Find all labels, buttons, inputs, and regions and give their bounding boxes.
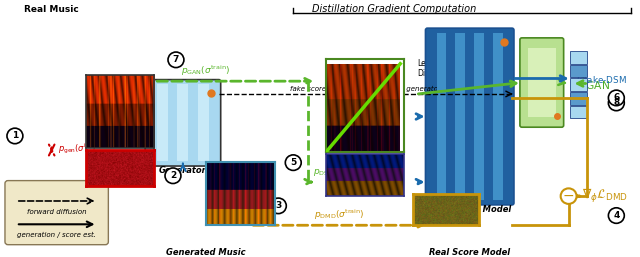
Circle shape [609,90,624,106]
FancyBboxPatch shape [520,38,564,127]
FancyBboxPatch shape [436,33,446,200]
Text: Least-Squares
Discriminator: Least-Squares Discriminator [417,59,472,78]
Text: $p_{\mathrm{DSM}}(\sigma^{\mathrm{train/inf}})$: $p_{\mathrm{DSM}}(\sigma^{\mathrm{train/… [313,165,372,179]
FancyBboxPatch shape [570,78,586,91]
Text: $p_{\mathrm{GAN}}(\sigma^{\mathrm{train}})$: $p_{\mathrm{GAN}}(\sigma^{\mathrm{train}… [181,64,230,78]
Circle shape [285,155,301,170]
Text: 7: 7 [173,55,179,64]
Circle shape [561,188,577,204]
Text: Generated Music: Generated Music [166,247,246,256]
Text: Fake Score Model: Fake Score Model [429,205,511,214]
Text: forward diffusion: forward diffusion [27,209,86,215]
FancyBboxPatch shape [426,28,514,205]
FancyBboxPatch shape [145,80,221,166]
FancyBboxPatch shape [528,48,556,117]
Text: $p_{\mathrm{DMD}}(\sigma^{\mathrm{train}})$: $p_{\mathrm{DMD}}(\sigma^{\mathrm{train}… [314,208,364,222]
Text: generation / score est.: generation / score est. [17,232,96,238]
FancyBboxPatch shape [493,33,503,200]
Text: 3: 3 [275,201,282,210]
Circle shape [168,52,184,68]
Text: $p_{\mathrm{gen}}(\sigma^{\mathrm{inf}})$: $p_{\mathrm{gen}}(\sigma^{\mathrm{inf}})… [58,142,95,156]
Text: fake score model tracks score of generator: fake score model tracks score of generat… [290,86,441,92]
Circle shape [270,198,286,214]
FancyBboxPatch shape [198,85,209,161]
Circle shape [609,95,624,111]
Text: Distillation Gradient Computation: Distillation Gradient Computation [312,4,477,14]
FancyBboxPatch shape [456,33,465,200]
Circle shape [165,168,181,183]
Circle shape [7,128,23,144]
Text: −: − [563,189,575,203]
Text: Real Score Model: Real Score Model [429,247,510,256]
FancyBboxPatch shape [177,85,188,161]
FancyBboxPatch shape [157,85,168,161]
Text: 1: 1 [12,131,18,140]
FancyBboxPatch shape [570,106,586,118]
Text: 6: 6 [613,93,620,102]
FancyBboxPatch shape [570,51,586,64]
Text: $\nabla_{\phi}\mathcal{L}_{\mathrm{DMD}}$: $\nabla_{\phi}\mathcal{L}_{\mathrm{DMD}}… [582,187,627,205]
Text: $\mathcal{L}_{\mathrm{GAN}}$: $\mathcal{L}_{\mathrm{GAN}}$ [575,75,610,92]
Text: 2: 2 [170,171,176,180]
Text: 4: 4 [613,211,620,220]
Circle shape [609,208,624,223]
Text: 8: 8 [613,98,620,107]
FancyBboxPatch shape [570,92,586,105]
Text: $\mathcal{L}_{\mathrm{fake\text{-}DSM}}$: $\mathcal{L}_{\mathrm{fake\text{-}DSM}}$ [575,71,627,86]
FancyBboxPatch shape [5,181,108,245]
Text: Generator: Generator [159,166,207,175]
FancyBboxPatch shape [474,33,484,200]
FancyBboxPatch shape [570,65,586,77]
Text: 5: 5 [290,158,296,167]
Text: Real Music: Real Music [24,5,79,14]
